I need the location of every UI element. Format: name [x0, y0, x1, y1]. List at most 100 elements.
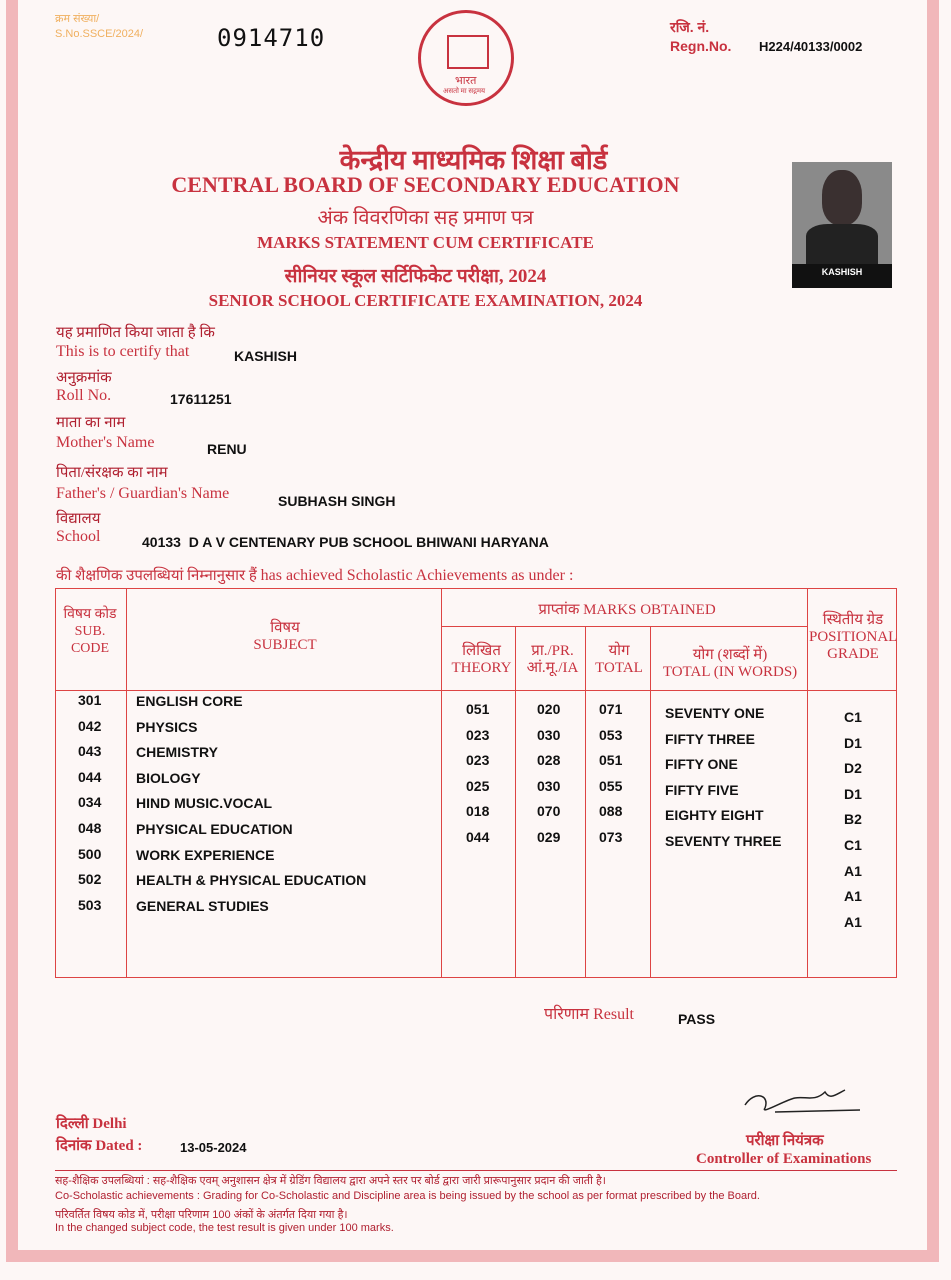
row-words: FIFTY FIVE — [665, 781, 739, 798]
row-grade: D2 — [844, 760, 862, 777]
row-words — [665, 859, 781, 885]
row-total: 053 — [599, 726, 623, 743]
row-code: 044 — [78, 768, 102, 785]
header-subject: विषय SUBJECT — [253, 620, 317, 653]
mother-label: Mother's Name — [56, 434, 155, 451]
marks-table — [54, 588, 897, 978]
row-grade: D1 — [844, 785, 862, 802]
doc-title: MARKS STATEMENT CUM CERTIFICATE — [257, 233, 594, 252]
school-label: School — [56, 528, 101, 545]
row-prac — [537, 880, 560, 906]
header-marks: प्राप्तांक MARKS OBTAINED — [538, 602, 716, 618]
row-grade: A1 — [844, 862, 862, 879]
row-grade: B2 — [844, 811, 862, 828]
row-code: 034 — [78, 794, 102, 811]
row-theory — [466, 855, 489, 881]
row-subject: CHEMISTRY — [136, 744, 218, 761]
row-prac — [537, 906, 560, 932]
row-code: 048 — [78, 819, 102, 836]
result-value: PASS — [678, 1011, 716, 1027]
row-words: EIGHTY EIGHT — [665, 807, 764, 824]
row-code: 503 — [78, 896, 102, 913]
row-code: 502 — [78, 871, 102, 888]
row-theory: 025 — [466, 777, 490, 794]
row-theory: 023 — [466, 752, 490, 769]
row-subject: PHYSICS — [136, 718, 198, 735]
row-prac: 030 — [537, 777, 561, 794]
exam-title: SENIOR SCHOOL CERTIFICATE EXAMINATION, 2… — [208, 291, 643, 310]
logo-text: भारत — [455, 75, 477, 87]
row-grade: A1 — [844, 913, 862, 930]
decorative-border — [6, 0, 939, 1262]
row-subject: HEALTH & PHYSICAL EDUCATION — [136, 872, 367, 889]
row-subject: HIND MUSIC.VOCAL — [136, 795, 273, 812]
row-prac: 029 — [537, 828, 561, 845]
row-prac: 070 — [537, 803, 561, 820]
header-grade: स्थितीय ग्रेड POSITIONAL GRADE — [809, 612, 898, 662]
date-value: 13-05-2024 — [180, 1140, 247, 1155]
row-total — [599, 906, 622, 932]
logo-motto: असतो मा सद्गमय — [443, 87, 486, 95]
row-prac: 030 — [537, 726, 561, 743]
regn-number: H224/40133/0002 — [759, 39, 863, 54]
date-label: दिनांक Dated : — [56, 1138, 143, 1154]
row-words — [665, 910, 781, 936]
row-grade: A1 — [844, 888, 862, 905]
roll-label: Roll No. — [56, 387, 112, 404]
father-label-hi: पिता/संरक्षक का नाम — [56, 465, 168, 481]
header-code: विषय कोड SUB. CODE — [63, 607, 117, 656]
header-total: योग TOTAL — [595, 643, 643, 676]
row-code: 301 — [78, 692, 102, 708]
row-theory — [466, 906, 489, 932]
board-title: CENTRAL BOARD OF SECONDARY EDUCATION — [171, 172, 680, 197]
row-words: SEVENTY THREE — [665, 832, 782, 849]
photo-caption: KASHISH — [792, 264, 892, 288]
header-total-words: योग (शब्दों में) TOTAL (IN WORDS) — [662, 647, 798, 680]
row-prac — [537, 855, 560, 881]
student-photo: KASHISH — [792, 162, 892, 288]
row-code: 043 — [78, 743, 102, 760]
row-code: 042 — [78, 717, 102, 734]
row-subject: WORK EXPERIENCE — [136, 846, 275, 863]
serial-label: क्रम संख्या/S.No.SSCE/2024/ — [55, 13, 144, 40]
book-icon — [447, 35, 489, 69]
row-grade: C1 — [844, 709, 862, 725]
row-subject: GENERAL STUDIES — [136, 897, 269, 914]
exam-title-hi: सीनियर स्कूल सर्टिफिकेट परीक्षा, 2024 — [284, 266, 547, 287]
footer-note-hi-1: सह-शैक्षिक उपलब्धियां : सह-शैक्षिक एवम् … — [55, 1175, 606, 1187]
roll-number: 17611251 — [170, 391, 232, 407]
mother-name: RENU — [207, 441, 247, 457]
row-total: 088 — [599, 803, 623, 820]
certify-label-hi: यह प्रमाणित किया जाता है कि — [56, 325, 215, 341]
cbse-logo: भारत असतो मा सद्गमय — [418, 10, 514, 106]
row-subject: ENGLISH CORE — [136, 693, 243, 709]
father-name: SUBHASH SINGH — [278, 493, 396, 509]
place: दिल्ली Delhi — [56, 1116, 127, 1132]
row-subject: PHYSICAL EDUCATION — [136, 820, 293, 837]
school-label-hi: विद्यालय — [56, 511, 101, 527]
footer-divider — [55, 1170, 897, 1171]
certify-label: This is to certify that — [56, 343, 190, 360]
result-label: परिणाम Result — [544, 1006, 634, 1023]
row-words: FIFTY ONE — [665, 756, 738, 773]
row-total — [599, 880, 622, 906]
roll-label-hi: अनुक्रमांक — [56, 370, 112, 386]
header-practical: प्रा./PR. आं.मू./IA — [526, 643, 579, 676]
controller-signature — [744, 1089, 861, 1113]
row-subject: BIOLOGY — [136, 769, 201, 786]
row-total: 055 — [599, 777, 623, 794]
doc-title-hi: अंक विवरणिका सह प्रमाण पत्र — [317, 207, 534, 229]
header-theory: लिखित THEORY — [451, 643, 512, 676]
row-total: 073 — [599, 828, 623, 845]
school-name: 40133 D A V CENTENARY PUB SCHOOL BHIWANI… — [142, 534, 549, 550]
student-name: KASHISH — [234, 348, 298, 364]
controller-label-hi: परीक्षा नियंत्रक — [746, 1133, 824, 1149]
row-prac: 028 — [537, 752, 561, 769]
regn-label: रजि. नं. Regn.No. — [670, 19, 732, 54]
row-words — [665, 884, 781, 910]
footer-note-hi-2: परिवर्तित विषय कोड में, परीक्षा परिणाम 1… — [55, 1209, 348, 1221]
row-total: 071 — [599, 701, 623, 717]
row-theory: 044 — [466, 828, 490, 845]
row-words: SEVENTY ONE — [665, 705, 765, 721]
